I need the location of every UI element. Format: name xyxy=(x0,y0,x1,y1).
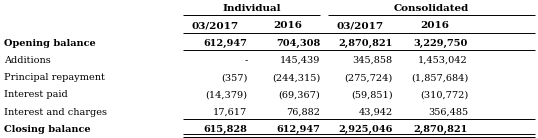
Text: (69,367): (69,367) xyxy=(278,90,320,99)
Text: Opening balance: Opening balance xyxy=(4,39,96,48)
Text: (275,724): (275,724) xyxy=(344,73,393,82)
Text: 704,308: 704,308 xyxy=(276,39,320,48)
Text: 2,925,046: 2,925,046 xyxy=(338,125,393,134)
Text: Additions: Additions xyxy=(4,56,51,65)
Text: 76,882: 76,882 xyxy=(286,108,320,117)
Text: (244,315): (244,315) xyxy=(272,73,320,82)
Text: Interest and charges: Interest and charges xyxy=(4,108,107,117)
Text: 3,229,750: 3,229,750 xyxy=(414,39,468,48)
Text: 615,828: 615,828 xyxy=(203,125,247,134)
Text: -: - xyxy=(244,56,247,65)
Text: 612,947: 612,947 xyxy=(276,125,320,134)
Text: Consolidated: Consolidated xyxy=(394,4,469,13)
Text: 03/2017: 03/2017 xyxy=(192,21,239,30)
Text: Interest paid: Interest paid xyxy=(4,90,67,99)
Text: (1,857,684): (1,857,684) xyxy=(411,73,468,82)
Text: Individual: Individual xyxy=(222,4,281,13)
Text: (310,772): (310,772) xyxy=(420,90,468,99)
Text: 612,947: 612,947 xyxy=(203,39,247,48)
Text: 2016: 2016 xyxy=(420,21,449,30)
Text: (357): (357) xyxy=(221,73,247,82)
Text: 2016: 2016 xyxy=(273,21,302,30)
Text: 43,942: 43,942 xyxy=(358,108,393,117)
Text: 03/2017: 03/2017 xyxy=(337,21,384,30)
Text: 145,439: 145,439 xyxy=(280,56,320,65)
Text: 356,485: 356,485 xyxy=(428,108,468,117)
Text: (59,851): (59,851) xyxy=(351,90,393,99)
Text: 2,870,821: 2,870,821 xyxy=(414,125,468,134)
Text: 17,617: 17,617 xyxy=(213,108,247,117)
Text: 2,870,821: 2,870,821 xyxy=(338,39,393,48)
Text: Principal repayment: Principal repayment xyxy=(4,73,104,82)
Text: Closing balance: Closing balance xyxy=(4,125,90,134)
Text: 1,453,042: 1,453,042 xyxy=(419,56,468,65)
Text: 345,858: 345,858 xyxy=(352,56,393,65)
Text: (14,379): (14,379) xyxy=(206,90,247,99)
